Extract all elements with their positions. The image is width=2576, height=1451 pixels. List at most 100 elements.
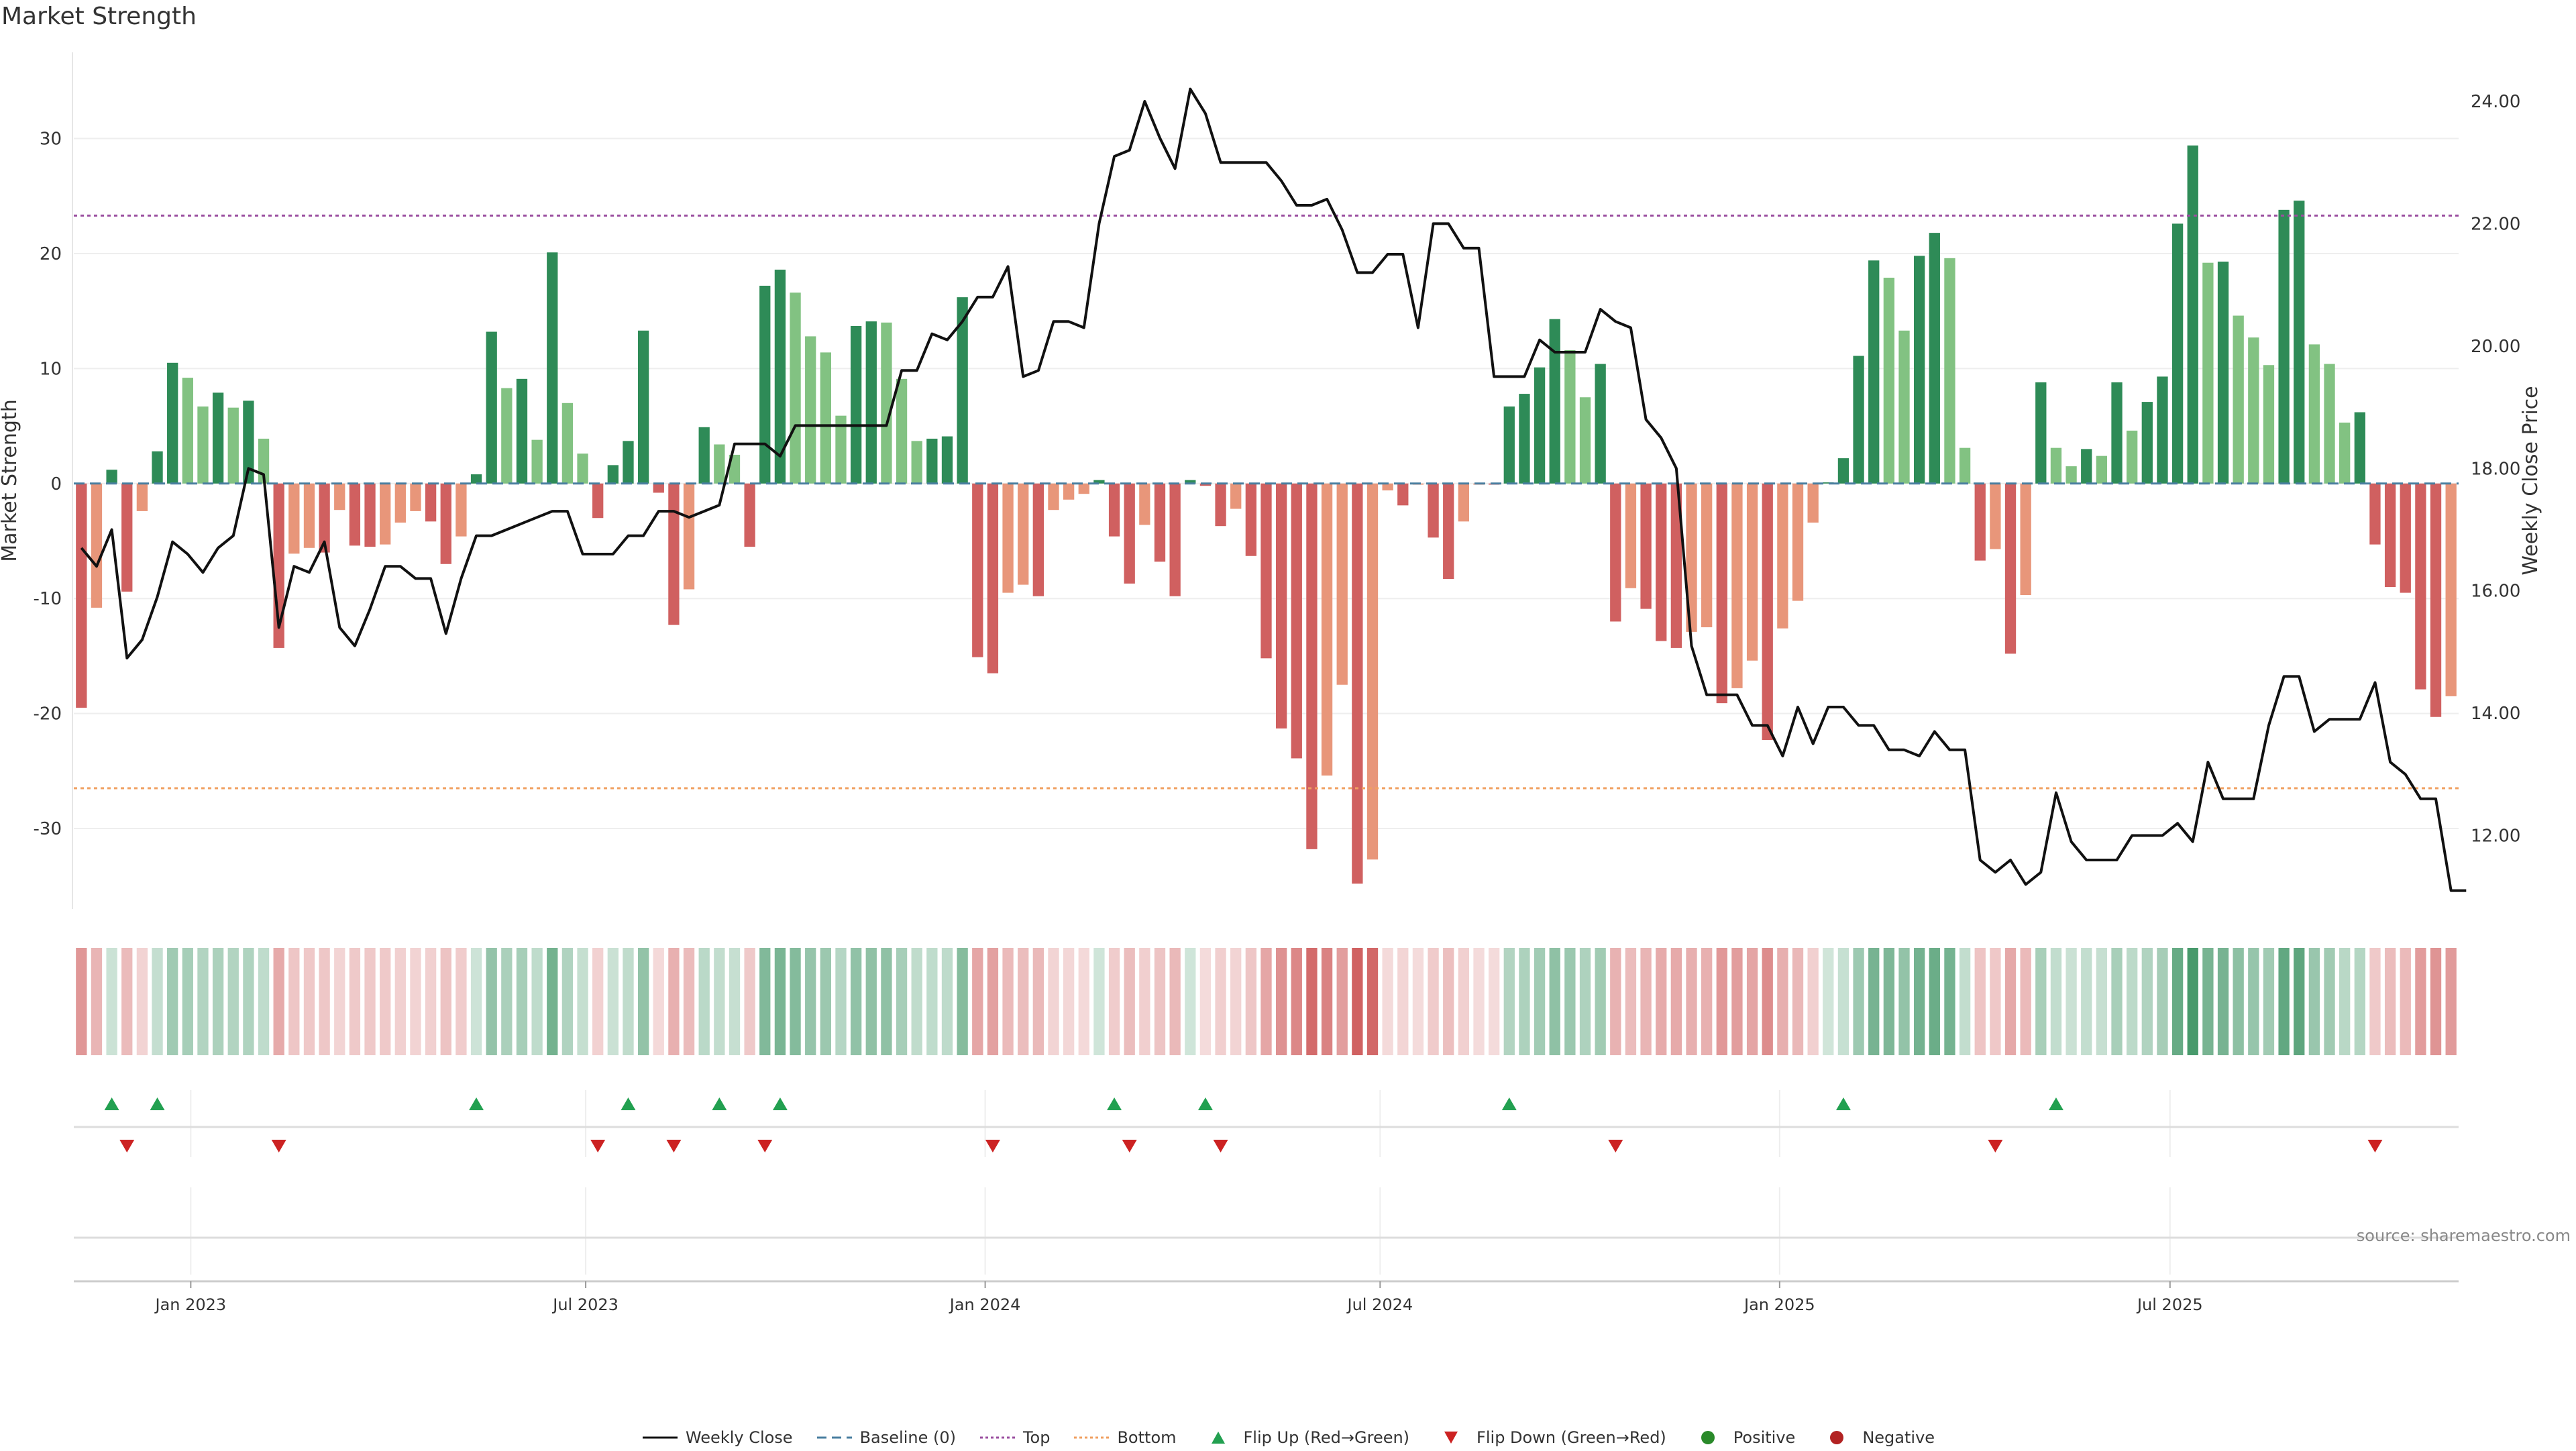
heat-cell [1883, 948, 1895, 1055]
strength-bar [1549, 319, 1560, 484]
heat-cell [1503, 948, 1515, 1055]
flip-down-marker [1213, 1140, 1228, 1152]
heat-cell [1914, 948, 1925, 1055]
strength-bar [2217, 261, 2229, 484]
heat-cell [364, 948, 376, 1055]
strength-bar [607, 465, 619, 484]
triangle-down-icon [1432, 1430, 1470, 1446]
heat-cell [2050, 948, 2062, 1055]
red-dot-icon [1818, 1430, 1856, 1446]
legend-label: Flip Down (Green→Red) [1477, 1428, 1666, 1447]
legend-item-negative[interactable]: Negative [1818, 1428, 1935, 1447]
heat-cell [501, 948, 513, 1055]
heat-cell [1048, 948, 1059, 1055]
heat-cell [729, 948, 741, 1055]
heat-cell [2065, 948, 2077, 1055]
strength-bar [2248, 337, 2259, 484]
strength-bar [394, 483, 406, 523]
legend-item-baseline[interactable]: Baseline (0) [816, 1428, 956, 1447]
heat-cell [2035, 948, 2047, 1055]
legend-item-flip-down[interactable]: Flip Down (Green→Red) [1432, 1428, 1666, 1447]
heat-cell [470, 948, 482, 1055]
strength-bar [136, 483, 148, 511]
legend-label: Negative [1862, 1428, 1935, 1447]
strength-bar [2384, 483, 2396, 588]
strength-bar [668, 483, 680, 625]
heat-cell [1929, 948, 1940, 1055]
strength-bar [1428, 483, 1439, 538]
strength-bar [2308, 344, 2320, 484]
heat-cell [2263, 948, 2275, 1055]
flip-up-marker [1835, 1097, 1851, 1110]
source-note: source: sharemaestro.com [2356, 1226, 2571, 1245]
heat-cell [1366, 948, 1379, 1055]
heat-cell [1473, 948, 1485, 1055]
heat-cell [288, 948, 300, 1055]
strength-bar [805, 336, 816, 484]
heat-cell [561, 948, 574, 1055]
heat-cell [2020, 948, 2031, 1055]
strength-bar [714, 444, 725, 484]
heat-cell [2308, 948, 2320, 1055]
strength-bar [698, 427, 710, 484]
y-tick-label: 10 [40, 359, 62, 379]
legend-item-weekly-close[interactable]: Weekly Close [641, 1428, 793, 1447]
heat-cell [1124, 948, 1135, 1055]
strength-bar [1215, 483, 1226, 527]
strength-bar [1169, 483, 1181, 596]
strength-bar [1185, 480, 1196, 484]
flip-down-marker [985, 1140, 1000, 1152]
heat-cell [653, 948, 664, 1055]
heat-cell [744, 948, 755, 1055]
heat-cell [2127, 948, 2138, 1055]
strength-bar [2127, 430, 2138, 484]
heat-cell [1169, 948, 1181, 1055]
strength-bar [440, 483, 451, 564]
y2-tick-label: 24.00 [2471, 92, 2520, 112]
heat-cell [319, 948, 330, 1055]
heat-cell [2111, 948, 2123, 1055]
strength-bar [1929, 233, 1940, 484]
strength-bar [1883, 277, 1895, 484]
heat-cell [2278, 948, 2290, 1055]
strength-bar [729, 454, 741, 484]
strength-bar [926, 438, 938, 484]
heat-cell [1746, 948, 1758, 1055]
heat-cell [1108, 948, 1120, 1055]
legend-item-bottom[interactable]: Bottom [1073, 1428, 1177, 1447]
legend-item-top[interactable]: Top [979, 1428, 1051, 1447]
heat-cell [1397, 948, 1409, 1055]
y-tick-label: -30 [34, 819, 62, 839]
flip-down-marker [757, 1140, 773, 1152]
strength-bar [2157, 376, 2168, 484]
heat-cell [896, 948, 908, 1055]
x-tick-label: Jan 2023 [154, 1295, 227, 1314]
heat-cell [577, 948, 588, 1055]
legend-item-positive[interactable]: Positive [1689, 1428, 1795, 1447]
strength-bar [2081, 449, 2092, 484]
strength-bar [470, 474, 482, 484]
flip-up-marker [150, 1097, 165, 1110]
heat-cell [2202, 948, 2214, 1055]
strength-bar [1230, 483, 1242, 509]
heat-cell [1640, 948, 1652, 1055]
heat-cell [1336, 948, 1348, 1055]
strength-bar [1990, 483, 2001, 549]
strength-bar [623, 441, 634, 484]
legend-swatch-dashed-icon [816, 1430, 853, 1446]
legend-item-flip-up[interactable]: Flip Up (Red→Green) [1199, 1428, 1410, 1447]
triangle-up-icon [1199, 1430, 1237, 1446]
flip-down-marker [119, 1140, 135, 1152]
strength-bar [1625, 483, 1637, 588]
legend-label: Top [1022, 1428, 1051, 1447]
legend-label: Weekly Close [685, 1428, 793, 1447]
flip-down-marker [271, 1140, 286, 1152]
strength-bar [1746, 483, 1758, 661]
heat-cell [516, 948, 528, 1055]
heat-cell [881, 948, 892, 1055]
flip-down-marker [1122, 1140, 1137, 1152]
legend-label: Baseline (0) [859, 1428, 956, 1447]
legend-label: Flip Up (Red→Green) [1243, 1428, 1410, 1447]
strength-bar [2065, 466, 2077, 484]
flip-up-marker [104, 1097, 119, 1110]
